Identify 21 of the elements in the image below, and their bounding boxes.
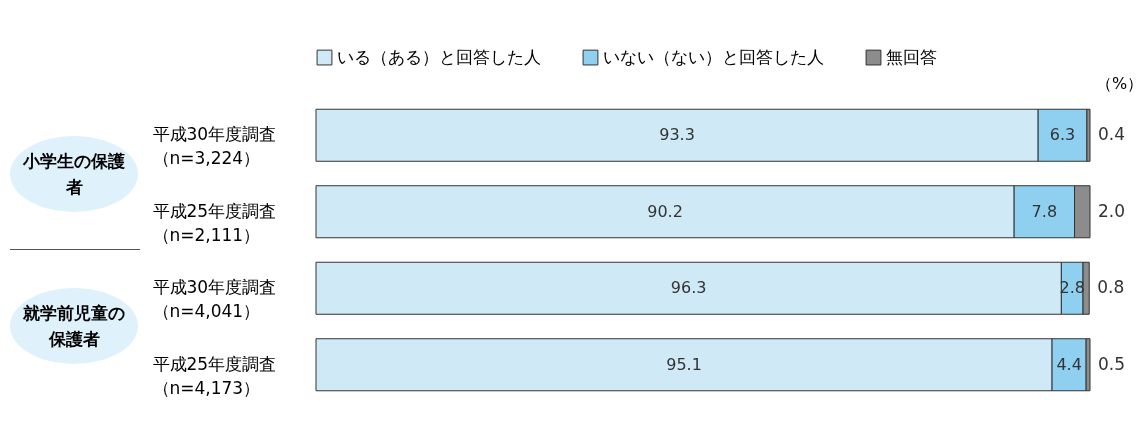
data-label: 95.1	[666, 354, 702, 374]
text: 就学前児童の保護者	[10, 288, 138, 364]
data-label: 6.3	[1049, 125, 1076, 145]
legend-label: 無回答	[886, 46, 937, 67]
legend-label: いない（ない）と回答した人	[603, 46, 824, 67]
text: （%）	[1096, 74, 1143, 95]
data-label: 4.4	[1056, 354, 1082, 374]
data-label: 7.8	[1031, 201, 1058, 221]
y-tick-label: 平成25年度調査（n=4,173）	[152, 353, 277, 398]
legend-label: いる（ある）と回答した人	[337, 46, 541, 67]
data-label: 96.3	[670, 278, 707, 298]
data-label: 93.3	[659, 125, 695, 145]
data-label: 0.5	[1098, 353, 1126, 374]
data-label: 0.8	[1097, 277, 1125, 298]
y-tick-label: 平成30年度調査（n=4,041）	[152, 277, 277, 322]
data-label: 0.4	[1098, 124, 1126, 145]
y-tick-label: 平成30年度調査（n=3,224）	[152, 124, 277, 169]
data-label: 90.2	[647, 201, 683, 221]
data-label: 2.0	[1098, 200, 1126, 221]
text: 小学生の保護者	[10, 136, 138, 212]
y-tick-label: 平成25年度調査（n=2,111）	[152, 200, 277, 245]
